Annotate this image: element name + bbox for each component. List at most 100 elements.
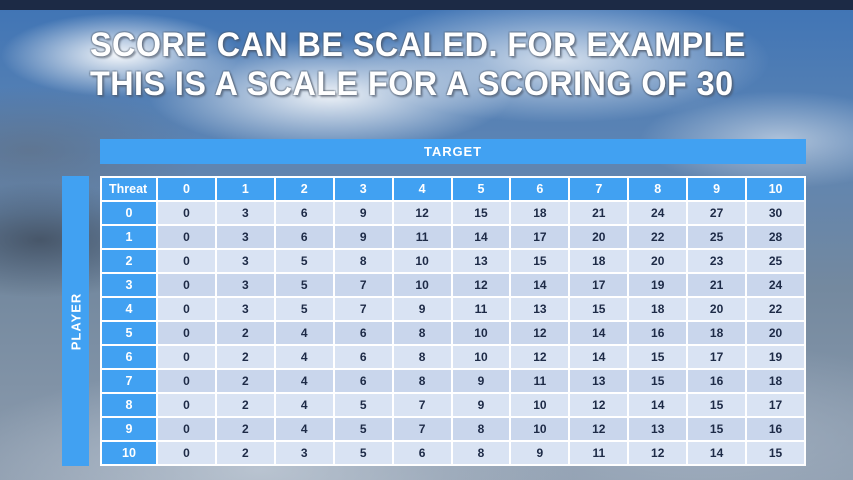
score-cell: 10 (450, 344, 512, 370)
score-cell: 25 (686, 224, 748, 250)
score-cell: 18 (509, 200, 571, 226)
score-cell: 14 (627, 392, 689, 418)
score-cell: 5 (332, 392, 394, 418)
score-cell: 15 (627, 368, 689, 394)
score-cell: 14 (568, 344, 630, 370)
column-header-cell: 0 (156, 176, 217, 202)
column-header-cell: 3 (332, 176, 394, 202)
column-header-cell: 6 (509, 176, 571, 202)
score-cell: 2 (214, 344, 276, 370)
score-cell: 18 (568, 248, 630, 274)
row-header-cell: 0 (100, 200, 158, 226)
score-cell: 12 (509, 344, 571, 370)
score-cell: 7 (391, 392, 453, 418)
score-cell: 8 (332, 248, 394, 274)
table-row: 0 0 3 6 9 12 15 18 21 24 27 30 (100, 200, 806, 226)
score-cell: 15 (627, 344, 689, 370)
column-header-cell: 10 (745, 176, 806, 202)
score-cell: 4 (273, 320, 335, 346)
score-cell: 19 (745, 344, 806, 370)
score-cell: 13 (509, 296, 571, 322)
score-cell: 17 (686, 344, 748, 370)
score-cell: 0 (156, 440, 217, 466)
score-cell: 12 (568, 392, 630, 418)
table-row: 9 0 2 4 5 7 8 10 12 13 15 16 (100, 416, 806, 442)
row-header-cell: 10 (100, 440, 158, 466)
score-cell: 18 (627, 296, 689, 322)
score-table: Threat 0 1 2 3 4 5 6 7 8 9 10 0 0 3 6 9 12 15 18 21 24 27 30 1… (100, 176, 806, 466)
row-header-cell: 8 (100, 392, 158, 418)
score-cell: 2 (214, 416, 276, 442)
slide-title: SCORE CAN BE SCALED. FOR EXAMPLE THIS IS… (90, 26, 746, 104)
score-cell: 0 (156, 224, 217, 250)
table-row: 5 0 2 4 6 8 10 12 14 16 18 20 (100, 320, 806, 346)
table-row: 10 0 2 3 5 6 8 9 11 12 14 15 (100, 440, 806, 466)
score-cell: 20 (686, 296, 748, 322)
score-cell: 7 (332, 296, 394, 322)
score-cell: 10 (450, 320, 512, 346)
score-cell: 11 (391, 224, 453, 250)
score-cell: 15 (686, 392, 748, 418)
score-cell: 8 (391, 320, 453, 346)
score-cell: 6 (273, 224, 335, 250)
score-cell: 10 (509, 392, 571, 418)
score-cell: 19 (627, 272, 689, 298)
score-cell: 3 (214, 296, 276, 322)
score-cell: 9 (509, 440, 571, 466)
table-row: 6 0 2 4 6 8 10 12 14 15 17 19 (100, 344, 806, 370)
score-cell: 27 (686, 200, 748, 226)
title-line-2: THIS IS A SCALE FOR A SCORING OF 30 (90, 65, 734, 103)
row-header-cell: 7 (100, 368, 158, 394)
score-cell: 9 (332, 200, 394, 226)
score-cell: 11 (450, 296, 512, 322)
score-cell: 5 (332, 440, 394, 466)
score-cell: 11 (509, 368, 571, 394)
score-cell: 9 (450, 392, 512, 418)
score-cell: 6 (332, 320, 394, 346)
score-cell: 13 (568, 368, 630, 394)
score-cell: 21 (686, 272, 748, 298)
column-header-cell: 4 (391, 176, 453, 202)
score-cell: 10 (391, 272, 453, 298)
score-cell: 18 (745, 368, 806, 394)
score-cell: 3 (214, 224, 276, 250)
score-cell: 6 (273, 200, 335, 226)
column-header-row: Threat 0 1 2 3 4 5 6 7 8 9 10 (100, 176, 806, 202)
score-cell: 0 (156, 200, 217, 226)
score-cell: 5 (273, 248, 335, 274)
score-cell: 8 (450, 440, 512, 466)
score-cell: 2 (214, 320, 276, 346)
table-row: 8 0 2 4 5 7 9 10 12 14 15 17 (100, 392, 806, 418)
score-cell: 16 (627, 320, 689, 346)
score-cell: 18 (686, 320, 748, 346)
score-cell: 0 (156, 296, 217, 322)
row-header-cell: 9 (100, 416, 158, 442)
table-row: 1 0 3 6 9 11 14 17 20 22 25 28 (100, 224, 806, 250)
score-cell: 4 (273, 368, 335, 394)
score-cell: 30 (745, 200, 806, 226)
table-row: 3 0 3 5 7 10 12 14 17 19 21 24 (100, 272, 806, 298)
column-header-cell: 5 (450, 176, 512, 202)
score-cell: 2 (214, 368, 276, 394)
score-cell: 0 (156, 248, 217, 274)
score-cell: 22 (745, 296, 806, 322)
score-cell: 10 (391, 248, 453, 274)
column-header-cell: 9 (686, 176, 748, 202)
score-cell: 3 (273, 440, 335, 466)
score-cell: 5 (273, 296, 335, 322)
score-cell: 24 (627, 200, 689, 226)
score-cell: 5 (273, 272, 335, 298)
score-cell: 24 (745, 272, 806, 298)
score-cell: 25 (745, 248, 806, 274)
score-cell: 12 (627, 440, 689, 466)
column-header-cell: 2 (273, 176, 335, 202)
table-row: 4 0 3 5 7 9 11 13 15 18 20 22 (100, 296, 806, 322)
score-cell: 0 (156, 416, 217, 442)
score-cell: 15 (686, 416, 748, 442)
score-cell: 3 (214, 248, 276, 274)
score-cell: 12 (568, 416, 630, 442)
column-header-cell: 8 (627, 176, 689, 202)
score-cell: 17 (509, 224, 571, 250)
score-cell: 5 (332, 416, 394, 442)
